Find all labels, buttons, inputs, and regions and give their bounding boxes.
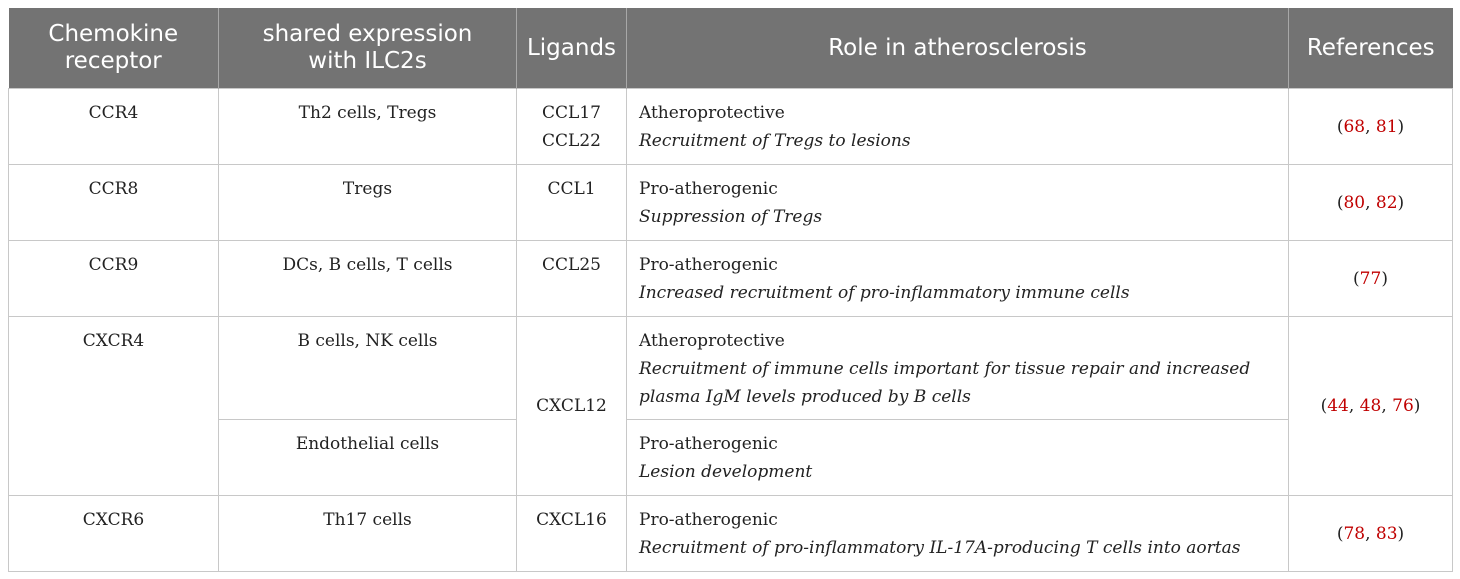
references-cell: (44, 48, 76) xyxy=(1288,316,1453,496)
role-type: Atheroprotective xyxy=(639,103,785,123)
ligands-cell: CCL17 CCL22 xyxy=(516,88,627,165)
ligands-cell: CCL25 xyxy=(516,240,627,317)
role-type: Pro-atherogenic xyxy=(639,510,778,530)
role-description: Suppression of Tregs xyxy=(639,207,823,227)
receptor-cell: CXCR6 xyxy=(8,495,219,572)
role-cell: Pro-atherogenic Increased recruitment of… xyxy=(626,240,1289,317)
references-cell: (68, 81) xyxy=(1288,88,1453,165)
role-cell: Pro-atherogenic Recruitment of pro-infla… xyxy=(626,495,1289,572)
role-type: Pro-atherogenic xyxy=(639,255,778,275)
table-row: Endothelial cells Pro-atherogenic Lesion… xyxy=(9,419,1453,496)
references-cell: (80, 82) xyxy=(1288,164,1453,241)
reference-link[interactable]: 78 xyxy=(1343,523,1366,544)
role-description: Recruitment of pro-inflammatory IL-17A-p… xyxy=(639,538,1241,558)
receptor-cell: CCR8 xyxy=(8,164,219,241)
role-type: Pro-atherogenic xyxy=(639,434,778,454)
reference-link[interactable]: 44 xyxy=(1327,396,1349,416)
role-type: Atheroprotective xyxy=(639,331,785,351)
role-description: plasma IgM levels produced by B cells xyxy=(639,387,971,407)
table-row: CCR4 Th2 cells, Tregs CCL17 CCL22 Atherop… xyxy=(8,88,1453,165)
chemokine-receptor-table: Chemokine receptor shared expression with … xyxy=(8,8,1453,572)
reference-link[interactable]: 83 xyxy=(1375,523,1398,544)
header-role: Role in atherosclerosis xyxy=(626,8,1289,89)
reference-link[interactable]: 80 xyxy=(1343,192,1366,213)
role-description: Lesion development xyxy=(639,462,813,482)
references-cell: (77) xyxy=(1288,240,1453,317)
ligands-cell: CCL1 xyxy=(516,164,627,241)
reference-link[interactable]: 76 xyxy=(1392,396,1414,416)
table-container: Chemokine receptor shared expression with … xyxy=(8,8,1453,572)
header-references: References xyxy=(1288,8,1453,89)
role-cell: Atheroprotective Recruitment of immune c… xyxy=(626,316,1289,420)
role-description: Recruitment of immune cells important fo… xyxy=(639,359,1251,379)
reference-link[interactable]: 77 xyxy=(1359,268,1382,289)
table-row: CCR8 Tregs CCL1 Pro-atherogenic Suppress… xyxy=(8,164,1453,241)
reference-link[interactable]: 82 xyxy=(1375,192,1398,213)
role-cell: Pro-atherogenic Lesion development xyxy=(626,419,1289,496)
table-row: CXCR4 B cells, NK cells CXCL12 Atheropro… xyxy=(8,316,1453,496)
reference-link[interactable]: 68 xyxy=(1343,116,1366,137)
shared-expression-cell: B cells, NK cells xyxy=(218,316,517,420)
role-cell: Atheroprotective Recruitment of Tregs to… xyxy=(626,88,1289,165)
shared-expression-cell: DCs, B cells, T cells xyxy=(218,240,517,317)
header-shared-expression: shared expression with ILC2s xyxy=(218,8,517,89)
role-cell: Pro-atherogenic Suppression of Tregs xyxy=(626,164,1289,241)
header-ligands: Ligands xyxy=(516,8,627,89)
receptor-cell: CCR9 xyxy=(8,240,219,317)
shared-expression-cell: Endothelial cells xyxy=(218,419,517,496)
shared-expression-cell: Th17 cells xyxy=(218,495,517,572)
role-description: Increased recruitment of pro-inflammator… xyxy=(639,283,1130,303)
references-cell: (78, 83) xyxy=(1288,495,1453,572)
reference-link[interactable]: 81 xyxy=(1375,116,1398,137)
reference-link[interactable]: 48 xyxy=(1359,396,1382,416)
receptor-cell: CXCR4 xyxy=(8,316,219,496)
shared-expression-cell: Th2 cells, Tregs xyxy=(218,88,517,165)
header-chemokine-receptor: Chemokine receptor xyxy=(8,8,219,89)
role-type: Pro-atherogenic xyxy=(639,179,778,199)
receptor-cell: CCR4 xyxy=(8,88,219,165)
shared-expression-cell: Tregs xyxy=(218,164,517,241)
ligands-cell: CXCL12 xyxy=(516,316,627,496)
header-row: Chemokine receptor shared expression with … xyxy=(8,8,1453,89)
role-description: Recruitment of Tregs to lesions xyxy=(639,131,911,151)
table-row: CXCR6 Th17 cells CXCL16 Pro-atherogenic … xyxy=(8,495,1453,572)
ligands-cell: CXCL16 xyxy=(516,495,627,572)
table-row: CCR9 DCs, B cells, T cells CCL25 Pro-ath… xyxy=(8,240,1453,317)
